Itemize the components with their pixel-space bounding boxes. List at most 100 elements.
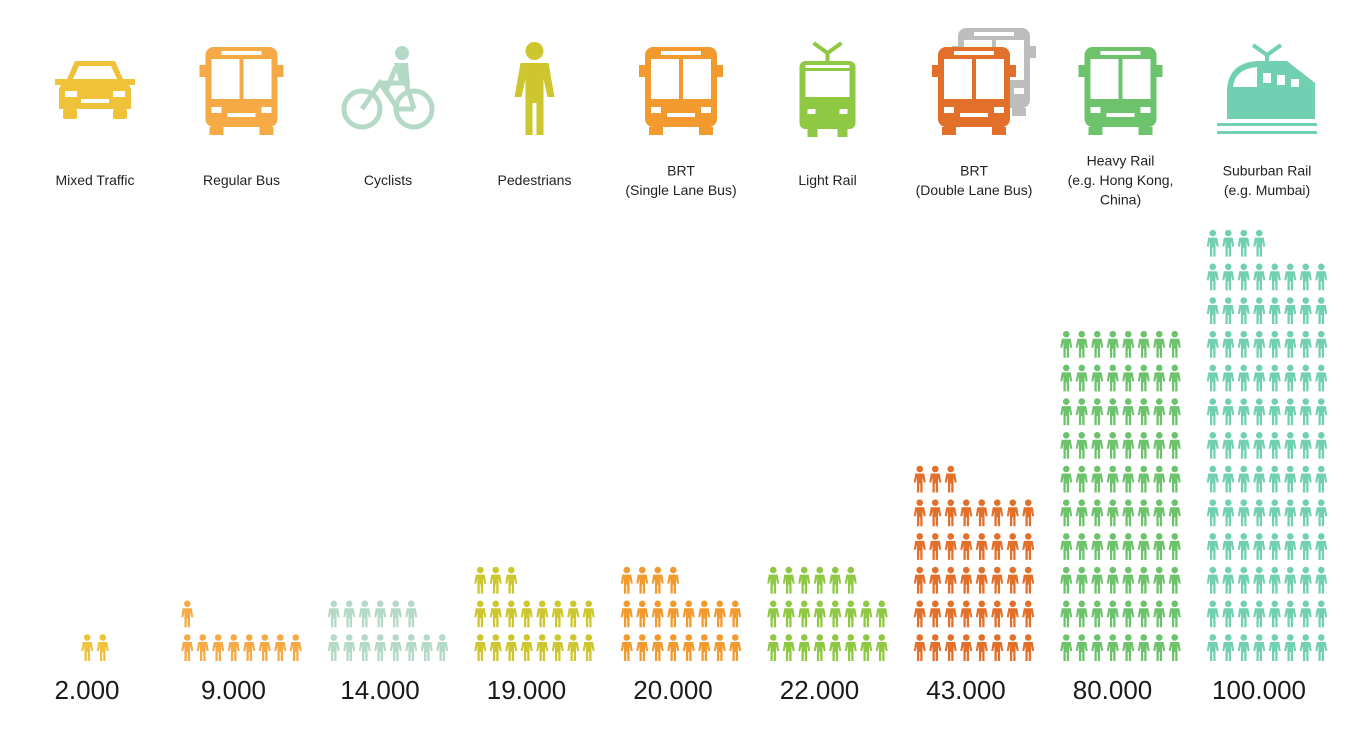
person-icon (405, 600, 418, 628)
person-icon (767, 566, 780, 594)
person-icon (975, 600, 988, 628)
person-icon (1168, 533, 1181, 560)
person-icon (551, 600, 564, 628)
person-icon (1268, 263, 1281, 291)
person-icon (1006, 499, 1019, 527)
person-icon (1137, 533, 1150, 560)
person-icon (1253, 263, 1266, 291)
person-icon (374, 634, 387, 661)
person-icon (651, 634, 664, 661)
person-icon (1206, 465, 1219, 493)
person-icon (667, 566, 680, 594)
person-icon (782, 600, 795, 628)
person-icon (1284, 533, 1297, 560)
person-icon (1315, 499, 1328, 527)
person-icon (389, 634, 402, 661)
person-icon (1075, 566, 1088, 594)
person-icon (1022, 499, 1035, 527)
person-icon (1137, 634, 1150, 661)
person-icon (1106, 432, 1119, 459)
category-label: Cyclists (364, 172, 412, 188)
person-icon (1237, 432, 1250, 459)
vehicle-icon (344, 46, 432, 127)
person-icon (1268, 364, 1281, 392)
person-icon (1091, 499, 1104, 527)
person-icon (1122, 330, 1135, 358)
person-icon (1315, 398, 1328, 426)
person-icon (913, 533, 926, 560)
person-icon (698, 634, 711, 661)
person-icon (1299, 634, 1312, 661)
person-icon (913, 465, 926, 493)
person-icon (698, 600, 711, 628)
person-icon (1122, 432, 1135, 459)
person-icon (1284, 330, 1297, 358)
person-icon (1284, 432, 1297, 459)
person-icon (636, 634, 649, 661)
person-icon (860, 634, 873, 661)
person-icon (196, 634, 209, 661)
person-icon (1206, 499, 1219, 527)
person-icon (1091, 398, 1104, 426)
person-icon (991, 600, 1004, 628)
person-icon (1022, 600, 1035, 628)
pictogram (620, 566, 742, 661)
person-icon (1253, 398, 1266, 426)
person-icon (667, 634, 680, 661)
person-icon (1122, 364, 1135, 392)
person-icon (567, 600, 580, 628)
person-icon (1075, 330, 1088, 358)
category-label: Pedestrians (498, 172, 572, 188)
person-icon (1075, 398, 1088, 426)
person-icon (1091, 364, 1104, 392)
person-icon (1006, 600, 1019, 628)
person-icon (1075, 600, 1088, 628)
person-icon (1060, 432, 1073, 459)
person-icon (1253, 330, 1266, 358)
person-icon (829, 566, 842, 594)
person-icon (1237, 499, 1250, 527)
person-icon (582, 634, 595, 661)
person-icon (1022, 634, 1035, 661)
person-icon (1315, 600, 1328, 628)
category-label: BRT (Single Lane Bus) (625, 162, 736, 198)
person-icon (1284, 499, 1297, 527)
category-label-line: (Single Lane Bus) (625, 181, 736, 197)
person-icon (1284, 263, 1297, 291)
person-icon (1168, 364, 1181, 392)
person-icon (551, 634, 564, 661)
person-icon (1268, 465, 1281, 493)
person-icon (1106, 499, 1119, 527)
person-icon (1137, 432, 1150, 459)
person-icon (81, 634, 94, 661)
person-icon (1315, 297, 1328, 324)
person-icon (1137, 398, 1150, 426)
person-icon (1222, 364, 1235, 392)
person-icon (1106, 330, 1119, 358)
person-icon (1122, 600, 1135, 628)
person-icon (1153, 330, 1166, 358)
person-icon (1106, 600, 1119, 628)
person-icon (1137, 465, 1150, 493)
person-icon (844, 566, 857, 594)
value-label: 20.000 (633, 675, 713, 705)
category-label: Regular Bus (203, 172, 280, 188)
person-icon (358, 634, 371, 661)
person-icon (929, 600, 942, 628)
person-icon (1299, 432, 1312, 459)
person-icon (844, 600, 857, 628)
vehicle-icon (932, 47, 1016, 135)
person-icon (489, 634, 502, 661)
person-icon (1315, 465, 1328, 493)
value-label: 2.000 (54, 675, 119, 705)
person-icon (212, 634, 225, 661)
person-icon (975, 533, 988, 560)
person-icon (1237, 364, 1250, 392)
vehicle-icon (639, 47, 723, 135)
category-label: Heavy Rail (e.g. Hong Kong, China) (1068, 152, 1174, 207)
person-icon (474, 566, 487, 594)
pictogram (81, 634, 109, 661)
person-icon (258, 634, 271, 661)
person-icon (181, 634, 194, 661)
